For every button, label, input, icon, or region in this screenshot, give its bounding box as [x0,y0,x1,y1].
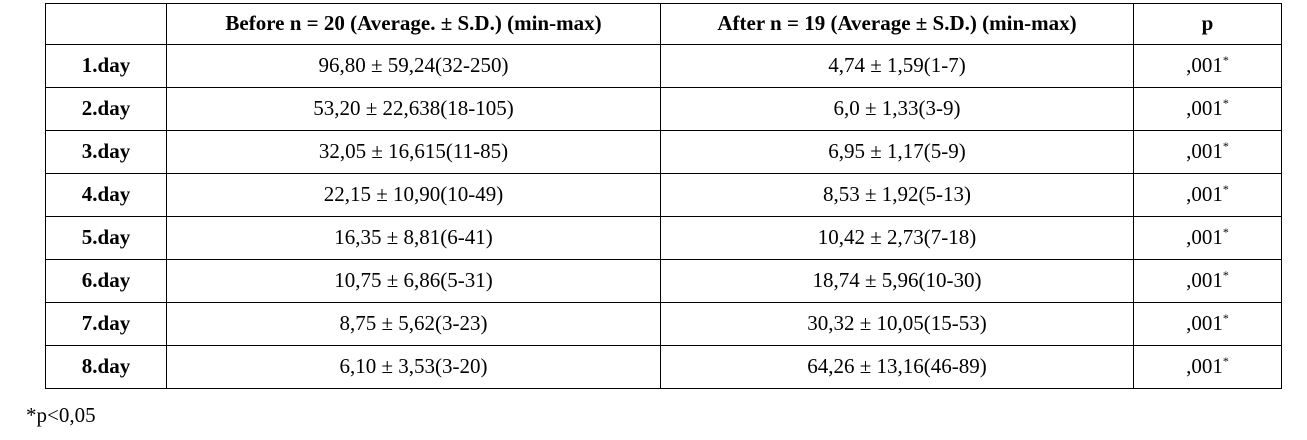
after-value: 4,74 ± 1,59(1-7) [660,44,1134,88]
before-value: 6,10 ± 3,53(3-20) [166,345,661,389]
after-value: 64,26 ± 13,16(46-89) [660,345,1134,389]
header-before: Before n = 20 (Average. ± S.D.) (min-max… [166,3,661,45]
significance-mark: * [1222,311,1229,326]
header-after: After n = 19 (Average ± S.D.) (min-max) [660,3,1134,45]
table-row: 2.day 53,20 ± 22,638(18-105) 6,0 ± 1,33(… [45,87,1282,131]
after-value: 30,32 ± 10,05(15-53) [660,302,1134,346]
before-value: 32,05 ± 16,615(11-85) [166,130,661,174]
after-value: 6,0 ± 1,33(3-9) [660,87,1134,131]
footnote: *p<0,05 [26,403,96,427]
p-value-cell: ,001* [1133,216,1282,260]
p-value-cell: ,001* [1133,345,1282,389]
p-value: ,001 [1186,225,1223,250]
row-label: 5.day [45,216,167,260]
p-value: ,001 [1186,96,1223,121]
row-label: 6.day [45,259,167,303]
after-value: 8,53 ± 1,92(5-13) [660,173,1134,217]
before-value: 8,75 ± 5,62(3-23) [166,302,661,346]
significance-mark: * [1222,96,1229,111]
before-value: 22,15 ± 10,90(10-49) [166,173,661,217]
p-value-cell: ,001* [1133,130,1282,174]
significance-mark: * [1222,139,1229,154]
row-label: 2.day [45,87,167,131]
row-label: 1.day [45,44,167,88]
p-value-cell: ,001* [1133,302,1282,346]
results-table: Before n = 20 (Average. ± S.D.) (min-max… [45,3,1282,389]
before-value: 96,80 ± 59,24(32-250) [166,44,661,88]
significance-mark: * [1222,225,1229,240]
p-value-cell: ,001* [1133,44,1282,88]
before-value: 10,75 ± 6,86(5-31) [166,259,661,303]
table-row: 4.day 22,15 ± 10,90(10-49) 8,53 ± 1,92(5… [45,173,1282,217]
table-row: 7.day 8,75 ± 5,62(3-23) 30,32 ± 10,05(15… [45,302,1282,346]
p-value-cell: ,001* [1133,173,1282,217]
after-value: 10,42 ± 2,73(7-18) [660,216,1134,260]
after-value: 18,74 ± 5,96(10-30) [660,259,1134,303]
p-value: ,001 [1186,53,1223,78]
before-value: 16,35 ± 8,81(6-41) [166,216,661,260]
significance-mark: * [1222,354,1229,369]
row-label: 8.day [45,345,167,389]
table-row: 8.day 6,10 ± 3,53(3-20) 64,26 ± 13,16(46… [45,345,1282,389]
table-row: 6.day 10,75 ± 6,86(5-31) 18,74 ± 5,96(10… [45,259,1282,303]
p-value-cell: ,001* [1133,87,1282,131]
p-value: ,001 [1186,139,1223,164]
header-p: p [1133,3,1282,45]
after-value: 6,95 ± 1,17(5-9) [660,130,1134,174]
table-row: 3.day 32,05 ± 16,615(11-85) 6,95 ± 1,17(… [45,130,1282,174]
before-value: 53,20 ± 22,638(18-105) [166,87,661,131]
p-value: ,001 [1186,311,1223,336]
table-row: 1.day 96,80 ± 59,24(32-250) 4,74 ± 1,59(… [45,44,1282,88]
significance-mark: * [1222,182,1229,197]
p-value: ,001 [1186,182,1223,207]
significance-mark: * [1222,268,1229,283]
row-label: 7.day [45,302,167,346]
row-label: 4.day [45,173,167,217]
p-value-cell: ,001* [1133,259,1282,303]
header-empty-cell [45,3,167,45]
row-label: 3.day [45,130,167,174]
p-value: ,001 [1186,354,1223,379]
header-row: Before n = 20 (Average. ± S.D.) (min-max… [45,3,1282,45]
table-row: 5.day 16,35 ± 8,81(6-41) 10,42 ± 2,73(7-… [45,216,1282,260]
significance-mark: * [1222,53,1229,68]
p-value: ,001 [1186,268,1223,293]
